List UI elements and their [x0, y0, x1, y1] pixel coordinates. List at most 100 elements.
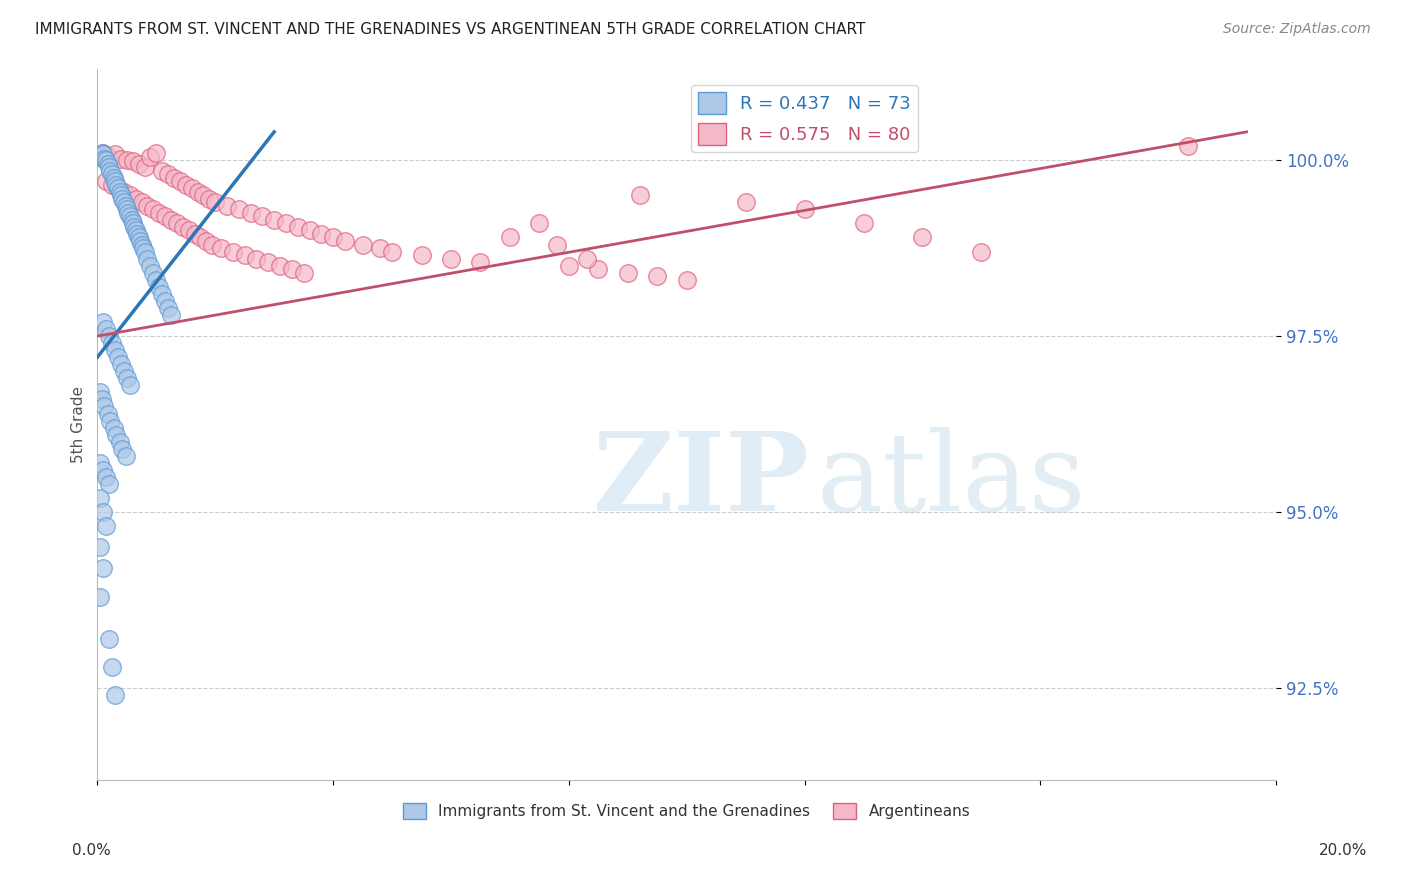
Point [529, 216, 551, 230]
Point [381, 244, 404, 259]
Point [112, 185, 135, 199]
Point [97, 407, 120, 421]
Point [103, 420, 125, 434]
Point [107, 350, 129, 364]
Point [204, 195, 226, 210]
Point [114, 199, 136, 213]
Point [269, 259, 291, 273]
Point [131, 237, 153, 252]
Point [89, 456, 111, 470]
Point [157, 301, 180, 315]
Text: IMMIGRANTS FROM ST. VINCENT AND THE GRENADINES VS ARGENTINEAN 5TH GRADE CORRELAT: IMMIGRANTS FROM ST. VINCENT AND THE GREN… [35, 22, 866, 37]
Point [115, 202, 138, 217]
Point [287, 219, 309, 234]
Point [163, 170, 186, 185]
Point [153, 293, 176, 308]
Point [546, 237, 568, 252]
Point [124, 223, 146, 237]
Point [93, 400, 115, 414]
Point [157, 167, 180, 181]
Point [115, 371, 138, 385]
Point [110, 357, 132, 371]
Point [675, 273, 697, 287]
Point [793, 202, 815, 217]
Point [101, 167, 124, 181]
Point [111, 192, 134, 206]
Point [96, 153, 118, 167]
Point [142, 202, 165, 217]
Point [201, 237, 224, 252]
Point [292, 266, 315, 280]
Point [93, 152, 115, 166]
Point [104, 174, 127, 188]
Point [1177, 139, 1199, 153]
Point [91, 147, 114, 161]
Text: Source: ZipAtlas.com: Source: ZipAtlas.com [1223, 22, 1371, 37]
Point [101, 660, 124, 674]
Point [98, 160, 121, 174]
Point [136, 252, 159, 266]
Point [104, 688, 127, 702]
Point [108, 185, 131, 199]
Point [98, 413, 121, 427]
Point [91, 392, 114, 407]
Point [645, 269, 668, 284]
Point [103, 170, 125, 185]
Point [150, 163, 173, 178]
Point [101, 178, 124, 192]
Point [274, 216, 297, 230]
Point [148, 279, 170, 293]
Point [112, 195, 135, 210]
Point [110, 152, 132, 166]
Point [311, 227, 333, 241]
Point [134, 160, 156, 174]
Point [97, 156, 120, 170]
Point [172, 219, 194, 234]
Point [96, 174, 118, 188]
Point [215, 199, 238, 213]
Text: atlas: atlas [817, 427, 1085, 534]
Point [89, 590, 111, 604]
Point [121, 213, 143, 227]
Point [169, 174, 191, 188]
Point [139, 259, 162, 273]
Point [131, 195, 153, 210]
Point [112, 364, 135, 378]
Point [96, 322, 118, 336]
Point [298, 223, 321, 237]
Point [160, 308, 183, 322]
Point [970, 244, 993, 259]
Point [228, 202, 250, 217]
Point [132, 241, 155, 255]
Point [222, 244, 245, 259]
Point [245, 252, 267, 266]
Point [252, 210, 274, 224]
Point [91, 505, 114, 519]
Point [150, 286, 173, 301]
Point [107, 181, 129, 195]
Point [233, 248, 256, 262]
Point [98, 163, 121, 178]
Point [352, 237, 374, 252]
Point [105, 427, 128, 442]
Point [134, 244, 156, 259]
Point [166, 216, 188, 230]
Point [617, 266, 640, 280]
Point [91, 315, 114, 329]
Text: 20.0%: 20.0% [1319, 843, 1367, 858]
Y-axis label: 5th Grade: 5th Grade [72, 385, 86, 463]
Point [124, 192, 146, 206]
Point [257, 255, 280, 269]
Point [91, 146, 114, 161]
Point [91, 146, 114, 161]
Point [96, 470, 118, 484]
Point [101, 336, 124, 351]
Point [209, 241, 232, 255]
Point [118, 378, 141, 392]
Point [89, 541, 111, 555]
Point [122, 219, 145, 234]
Point [190, 230, 212, 244]
Point [110, 188, 132, 202]
Point [118, 188, 141, 202]
Point [121, 154, 143, 169]
